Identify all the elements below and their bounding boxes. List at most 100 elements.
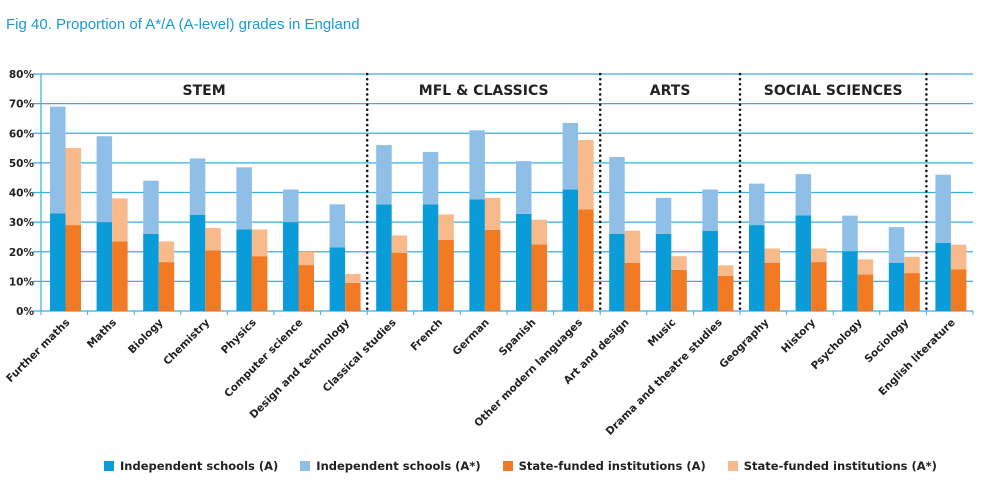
bar-state-funded-institutions-a: [904, 256, 920, 274]
bar-state-funded-institutions-a: [438, 214, 454, 240]
bar-state-funded-institutions-a: [950, 244, 967, 270]
bar-independent-schools-a: [189, 214, 206, 311]
x-category-label: Computer science: [222, 317, 305, 400]
x-category-label: Chemistry: [161, 317, 212, 368]
bar-independent-schools-a: [283, 189, 299, 223]
legend-swatch: [727, 461, 738, 471]
bar-state-funded-institutions-a: [578, 209, 594, 311]
bar-state-funded-institutions-a: [531, 219, 547, 245]
group-label: ARTS: [650, 83, 691, 99]
bar-state-funded-institutions-a: [624, 262, 641, 311]
bar-state-funded-institutions-a: [391, 235, 408, 253]
x-category-label: Biology: [126, 317, 166, 357]
bar-state-funded-institutions-a: [391, 252, 408, 311]
y-tick-label: 0%: [16, 306, 34, 318]
bar-state-funded-institutions-a: [811, 262, 827, 311]
legend-label: Independent schools (A): [120, 459, 279, 473]
x-category-label: Music: [646, 317, 679, 350]
x-category-label: Geography: [717, 317, 771, 371]
bar-state-funded-institutions-a: [345, 282, 361, 311]
x-category-label: Sociology: [862, 317, 911, 366]
bar-state-funded-institutions-a: [438, 239, 454, 311]
bar-independent-schools-a: [935, 174, 951, 243]
bar-independent-schools-a: [562, 122, 579, 190]
bar-independent-schools-a: [749, 183, 765, 226]
bar-independent-schools-a: [469, 199, 485, 311]
group-label: SOCIAL SCIENCES: [764, 83, 903, 99]
bar-independent-schools-a: [795, 215, 812, 311]
x-category-label: History: [779, 317, 818, 356]
bar-state-funded-institutions-a: [298, 251, 314, 266]
bar-state-funded-institutions-a: [578, 140, 594, 210]
legend-item: State-funded institutions (A*): [727, 459, 937, 473]
bar-independent-schools-a: [655, 197, 672, 234]
legend-item: State-funded institutions (A): [502, 459, 706, 473]
legend: Independent schools (A) Independent schoo…: [104, 459, 959, 473]
bar-independent-schools-a: [888, 262, 905, 311]
bar-state-funded-institutions-a: [717, 275, 734, 311]
group-label: MFL & CLASSICS: [419, 83, 549, 99]
x-category-label: French: [408, 317, 445, 354]
y-tick-label: 40%: [9, 188, 35, 200]
bar-independent-schools-a: [702, 230, 718, 311]
bar-state-funded-institutions-a: [671, 269, 687, 311]
legend-swatch: [502, 461, 513, 471]
y-tick-label: 80%: [9, 69, 35, 81]
group-label: STEM: [183, 83, 226, 99]
bar-state-funded-institutions-a: [764, 248, 780, 263]
stacked-bar-chart: 0% 10% 20% 30% 40% 50% 60% 70% 80% STEM MFL & CLAS…: [4, 69, 974, 438]
bar-independent-schools-a: [562, 189, 579, 311]
bar-state-funded-institutions-a: [857, 274, 874, 311]
bar-independent-schools-a: [329, 247, 346, 311]
bar-state-funded-institutions-a: [112, 198, 128, 242]
legend-item: Independent schools (A*): [300, 459, 481, 473]
bar-independent-schools-a: [283, 222, 299, 311]
bar-state-funded-institutions-a: [857, 259, 874, 275]
bar-independent-schools-a: [888, 227, 905, 263]
bar-independent-schools-a: [842, 251, 858, 311]
bar-independent-schools-a: [376, 145, 392, 205]
bar-independent-schools-a: [189, 158, 206, 215]
bar-independent-schools-a: [609, 233, 625, 311]
bar-state-funded-institutions-a: [904, 273, 920, 311]
bar-state-funded-institutions-a: [158, 262, 175, 311]
legend-item: Independent schools (A): [104, 459, 278, 473]
bar-state-funded-institutions-a: [811, 248, 827, 263]
y-tick-label: 30%: [9, 217, 35, 229]
legend-label: State-funded institutions (A*): [743, 459, 937, 473]
bar-independent-schools-a: [96, 136, 113, 223]
bar-independent-schools-a: [842, 215, 858, 252]
y-tick-label: 10%: [9, 276, 35, 288]
bar-state-funded-institutions-a: [671, 256, 687, 270]
bar-independent-schools-a: [376, 204, 392, 311]
bar-state-funded-institutions-a: [298, 265, 314, 311]
bar-state-funded-institutions-a: [345, 273, 361, 283]
x-category-label: Physics: [219, 317, 259, 357]
bar-independent-schools-a: [516, 213, 532, 311]
bar-independent-schools-a: [609, 156, 625, 234]
bar-state-funded-institutions-a: [158, 241, 175, 263]
legend-swatch: [104, 461, 114, 471]
bar-independent-schools-a: [236, 167, 252, 230]
bar-state-funded-institutions-a: [251, 256, 268, 311]
bar-independent-schools-a: [795, 174, 812, 216]
bar-independent-schools-a: [935, 242, 951, 311]
legend-swatch: [300, 461, 311, 471]
x-category-label: German: [451, 317, 492, 358]
bar-independent-schools-a: [422, 204, 439, 311]
bar-independent-schools-a: [50, 106, 66, 214]
bar-state-funded-institutions-a: [484, 197, 501, 230]
bar-independent-schools-a: [236, 229, 252, 311]
y-tick-label: 70%: [9, 99, 35, 111]
bar-independent-schools-a: [96, 222, 113, 311]
legend-label: Independent schools (A*): [316, 459, 481, 473]
bar-state-funded-institutions-a: [205, 228, 221, 251]
bar-independent-schools-a: [469, 130, 485, 200]
y-tick-label: 50%: [9, 158, 35, 170]
bar-state-funded-institutions-a: [251, 229, 268, 257]
y-tick-label: 20%: [9, 247, 35, 259]
bar-state-funded-institutions-a: [531, 244, 547, 311]
bar-state-funded-institutions-a: [764, 262, 780, 311]
x-category-label: Further maths: [4, 317, 72, 385]
bar-state-funded-institutions-a: [65, 225, 81, 311]
